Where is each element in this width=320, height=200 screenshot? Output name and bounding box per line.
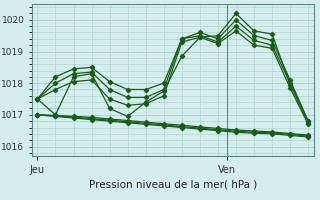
X-axis label: Pression niveau de la mer( hPa ): Pression niveau de la mer( hPa ) — [89, 179, 257, 189]
